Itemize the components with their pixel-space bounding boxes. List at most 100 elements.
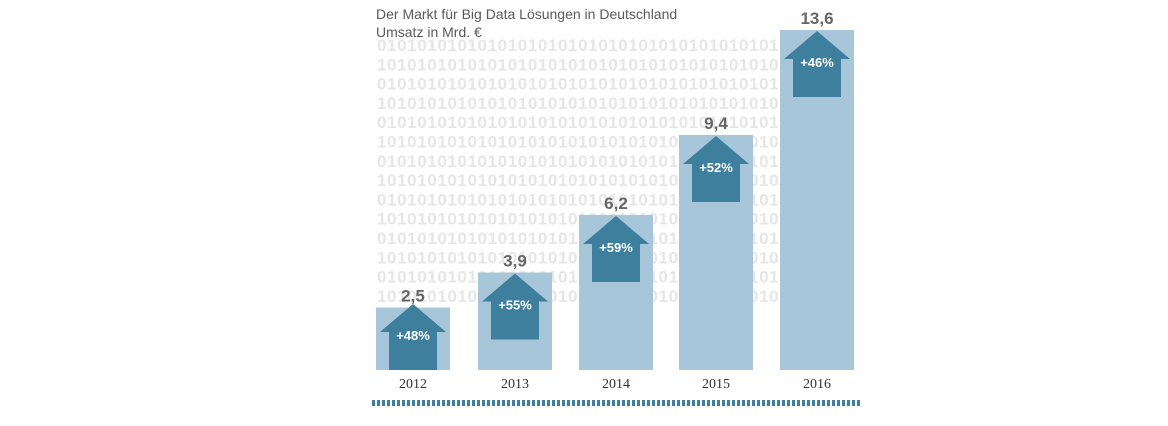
dash xyxy=(632,400,635,406)
growth-label: +46% xyxy=(800,55,834,70)
binary-row: 0101010101010101010101010101010101010101 xyxy=(377,152,779,171)
bar-group-2015: +52% 9,4 2015 xyxy=(679,114,753,392)
dash xyxy=(402,400,405,406)
value-label: 13,6 xyxy=(800,9,833,28)
binary-row: 0101010101010101010101010101010101010101 xyxy=(377,190,779,209)
dash xyxy=(542,400,545,406)
dash xyxy=(392,400,395,406)
dash xyxy=(492,400,495,406)
dash xyxy=(792,400,795,406)
dash xyxy=(532,400,535,406)
dash xyxy=(507,400,510,406)
dash xyxy=(557,400,560,406)
growth-arrow-icon xyxy=(784,31,850,97)
dash xyxy=(437,400,440,406)
dash xyxy=(622,400,625,406)
dash xyxy=(627,400,630,406)
dash xyxy=(587,400,590,406)
bottom-dashed-rule xyxy=(372,400,860,406)
dash xyxy=(777,400,780,406)
dash xyxy=(852,400,855,406)
dash xyxy=(462,400,465,406)
dash xyxy=(612,400,615,406)
dash xyxy=(747,400,750,406)
dash xyxy=(817,400,820,406)
dash xyxy=(687,400,690,406)
dash xyxy=(617,400,620,406)
dash xyxy=(802,400,805,406)
dash xyxy=(712,400,715,406)
dash xyxy=(482,400,485,406)
bar-group-2012: +48% 2,5 2012 xyxy=(376,287,450,392)
dash xyxy=(407,400,410,406)
dash xyxy=(522,400,525,406)
dash xyxy=(787,400,790,406)
binary-row: 0101010101010101010101010101010101010101 xyxy=(377,75,779,94)
dash xyxy=(552,400,555,406)
dash xyxy=(767,400,770,406)
dash xyxy=(517,400,520,406)
dash xyxy=(652,400,655,406)
dash xyxy=(422,400,425,406)
dash xyxy=(637,400,640,406)
binary-row: 1010101010101010101010101010101010101010 xyxy=(377,133,779,152)
dash xyxy=(702,400,705,406)
dash xyxy=(752,400,755,406)
binary-row: 1010101010101010101010101010101010101010 xyxy=(377,287,779,306)
dash xyxy=(432,400,435,406)
dash xyxy=(602,400,605,406)
growth-arrow-icon xyxy=(482,273,548,340)
dash xyxy=(497,400,500,406)
dash xyxy=(847,400,850,406)
value-label: 6,2 xyxy=(604,194,628,213)
dash xyxy=(677,400,680,406)
dash xyxy=(412,400,415,406)
dash xyxy=(827,400,830,406)
growth-label: +59% xyxy=(599,240,633,255)
dash xyxy=(797,400,800,406)
value-label: 2,5 xyxy=(401,287,425,306)
dash xyxy=(547,400,550,406)
dash xyxy=(582,400,585,406)
dash xyxy=(447,400,450,406)
bar-group-2016: +46% 13,6 2016 xyxy=(780,9,854,392)
category-label: 2016 xyxy=(803,377,831,392)
dash xyxy=(372,400,375,406)
dash xyxy=(697,400,700,406)
growth-label: +52% xyxy=(699,160,733,175)
dash xyxy=(662,400,665,406)
dash xyxy=(467,400,470,406)
dash xyxy=(667,400,670,406)
dash xyxy=(572,400,575,406)
dash xyxy=(502,400,505,406)
dash xyxy=(772,400,775,406)
category-label: 2015 xyxy=(702,377,730,392)
value-label: 9,4 xyxy=(704,114,728,133)
dash xyxy=(442,400,445,406)
dash xyxy=(512,400,515,406)
chart-subtitle: Umsatz in Mrd. € xyxy=(376,24,482,40)
dash xyxy=(477,400,480,406)
dash xyxy=(737,400,740,406)
dash xyxy=(387,400,390,406)
dash xyxy=(822,400,825,406)
category-label: 2012 xyxy=(399,377,427,392)
dash xyxy=(592,400,595,406)
binary-pattern-background: 0101010101010101010101010101010101010101… xyxy=(377,36,779,306)
binary-row: 1010101010101010101010101010101010101010 xyxy=(377,210,779,229)
growth-label: +55% xyxy=(498,298,532,313)
dash xyxy=(452,400,455,406)
dash xyxy=(812,400,815,406)
binary-row: 1010101010101010101010101010101010101010 xyxy=(377,248,779,267)
growth-arrow-icon xyxy=(583,216,649,282)
dash xyxy=(562,400,565,406)
binary-row: 0101010101010101010101010101010101010101 xyxy=(377,36,779,55)
dash xyxy=(762,400,765,406)
dash xyxy=(682,400,685,406)
dash xyxy=(607,400,610,406)
dash xyxy=(837,400,840,406)
dash xyxy=(382,400,385,406)
binary-row: 1010101010101010101010101010101010101010 xyxy=(377,94,779,113)
binary-row: 0101010101010101010101010101010101010101 xyxy=(377,268,779,287)
